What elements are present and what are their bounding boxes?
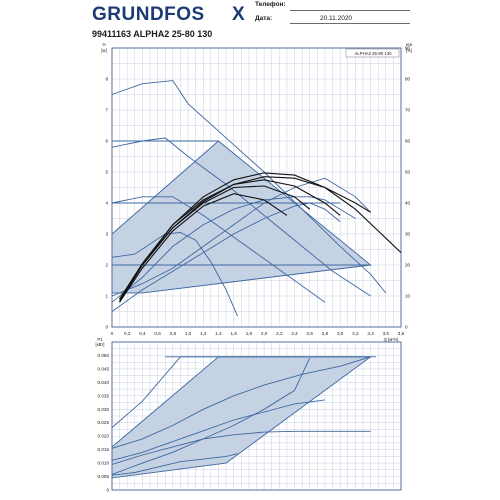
pump-curve bbox=[111, 202, 341, 312]
y2-tick-label: 90 bbox=[405, 46, 411, 51]
x-tick-label: 1,8 bbox=[246, 331, 253, 336]
pump-curve bbox=[111, 177, 371, 297]
y2-tick-label: 10 bbox=[405, 294, 411, 299]
phone-underline bbox=[290, 10, 410, 11]
y2-axis-label: eta bbox=[406, 42, 413, 47]
y2-tick-label: 0 bbox=[405, 325, 408, 330]
y-axis-label: H bbox=[102, 42, 105, 47]
y-tick-label: 0.030 bbox=[98, 407, 110, 412]
y-axis-unit: [кВт] bbox=[96, 342, 105, 347]
y-tick-label: 6 bbox=[105, 139, 108, 144]
power-curve bbox=[111, 356, 371, 449]
x-tick-label: 0,4 bbox=[139, 331, 146, 336]
x-tick-label: 1,6 bbox=[230, 331, 237, 336]
power-curve bbox=[111, 356, 371, 428]
y-tick-label: 7 bbox=[105, 108, 108, 113]
phone-label: Телефон: bbox=[255, 1, 286, 8]
x-tick-label: 2,6 bbox=[307, 331, 314, 336]
pump-curve bbox=[111, 232, 238, 317]
y-tick-label: 0 bbox=[106, 488, 109, 493]
y-tick-label: 0.045 bbox=[98, 366, 110, 371]
y-tick-label: 1 bbox=[105, 294, 108, 299]
y-tick-label: 0.025 bbox=[98, 420, 110, 425]
x-tick-label: 0,2 bbox=[124, 331, 131, 336]
x-tick-label: 3,0 bbox=[337, 331, 344, 336]
x-tick-label: 3,8 bbox=[398, 331, 405, 336]
pump-curve bbox=[111, 80, 387, 294]
x-tick-label: 1,2 bbox=[200, 331, 207, 336]
y2-axis-unit: [%] bbox=[406, 48, 412, 53]
grundfos-logo: GRUNDFOS X bbox=[92, 4, 245, 24]
y2-tick-label: 20 bbox=[405, 263, 411, 268]
y-tick-label: 0.010 bbox=[98, 461, 110, 466]
x-tick-label: 3,4 bbox=[367, 331, 374, 336]
x-tick-label: 2,0 bbox=[261, 331, 268, 336]
x-tick-label: 2,4 bbox=[291, 331, 298, 336]
y-tick-label: 8 bbox=[105, 77, 108, 82]
power-flow-panel: 0 0.005 0.010 0.015 0.020 0.025 0.030 0.035 0.04… bbox=[96, 337, 402, 493]
y2-tick-label: 80 bbox=[405, 77, 411, 82]
y-tick-label: 0.035 bbox=[98, 393, 110, 398]
x-tick-label: 3,2 bbox=[352, 331, 359, 336]
y-tick-label: 0.005 bbox=[98, 474, 110, 479]
x-tick-label: 3,6 bbox=[383, 331, 390, 336]
y-tick-label: 0.050 bbox=[98, 353, 110, 358]
y-tick-label: 0.015 bbox=[98, 447, 110, 452]
y2-tick-label: 30 bbox=[405, 232, 411, 237]
date-label: Дата: bbox=[255, 15, 273, 22]
head-flow-panel: 0 0,2 0,4 0,6 0,8 1,0 1,2 1,4 1,6 1,8 2,0 2,2 2,4 2,6… bbox=[101, 42, 412, 342]
brand-name: GRUNDFOS bbox=[92, 4, 205, 24]
power-curve bbox=[111, 357, 311, 475]
y-axis-label: P1 bbox=[97, 337, 103, 342]
y2-tick-label: 40 bbox=[405, 201, 411, 206]
x-tick-label: 2,8 bbox=[322, 331, 329, 336]
x-tick-label: 2,2 bbox=[276, 331, 283, 336]
legend-label: ALPHA2 25-80 130 bbox=[354, 51, 392, 56]
date-value: 20.11.2020 bbox=[320, 15, 353, 22]
x-axis-label: Q [м³/ч] bbox=[384, 337, 399, 342]
legend-box bbox=[345, 48, 400, 58]
y-tick-label: 4 bbox=[105, 201, 108, 206]
system-curve bbox=[119, 179, 341, 300]
x-tick-label: 1,4 bbox=[215, 331, 222, 336]
y-tick-label: 0.040 bbox=[98, 380, 110, 385]
power-curve bbox=[111, 453, 238, 476]
x-tick-label: 0,8 bbox=[170, 331, 177, 336]
y2-tick-label: 50 bbox=[405, 170, 411, 175]
y-tick-label: 0.020 bbox=[98, 434, 110, 439]
date-underline bbox=[290, 23, 410, 24]
x-tick-label: 0,6 bbox=[154, 331, 161, 336]
y-tick-label: 5 bbox=[105, 170, 108, 175]
power-curve bbox=[111, 430, 371, 465]
y2-tick-label: 70 bbox=[405, 108, 411, 113]
power-curve bbox=[111, 399, 325, 461]
x-tick-label: 0 bbox=[111, 331, 114, 336]
system-curve bbox=[119, 185, 311, 303]
y-axis-unit: [м] bbox=[101, 48, 106, 53]
document-title: 99411163 ALPHA2 25-80 130 bbox=[92, 29, 213, 39]
brand-mark: X bbox=[232, 4, 245, 24]
y-tick-label: 2 bbox=[105, 263, 108, 268]
x-tick-label: 1,0 bbox=[185, 331, 192, 336]
y-tick-label: 3 bbox=[105, 232, 108, 237]
pump-curve bbox=[111, 196, 326, 303]
y2-tick-label: 60 bbox=[405, 139, 411, 144]
y-tick-label: 0 bbox=[105, 325, 108, 330]
system-curve bbox=[119, 193, 288, 303]
